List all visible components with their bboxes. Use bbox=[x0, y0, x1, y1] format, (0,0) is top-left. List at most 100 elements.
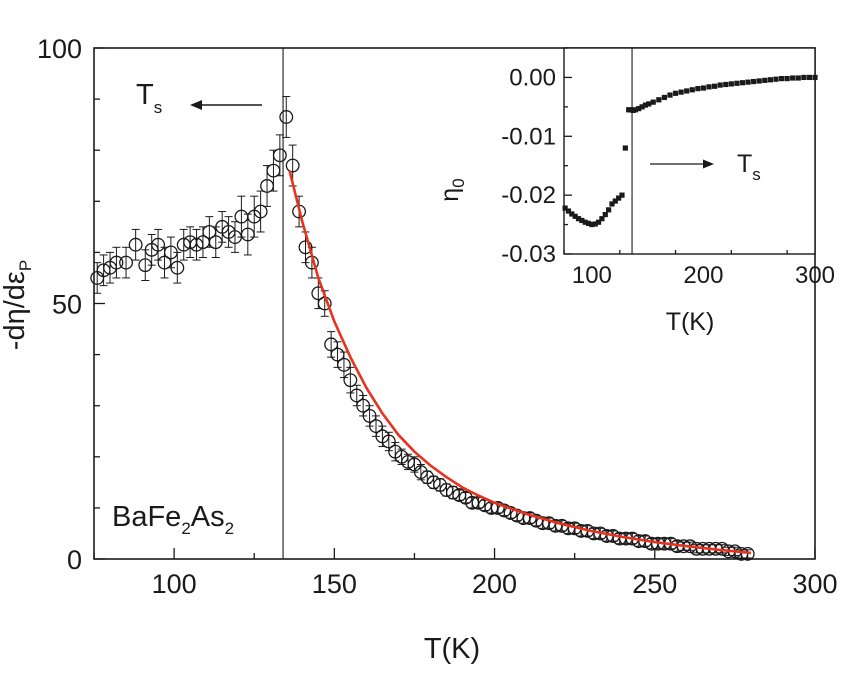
compound-part-4: 2 bbox=[225, 519, 234, 538]
inset-data-point bbox=[812, 74, 818, 81]
main-x-axis-title: T(K) bbox=[424, 633, 480, 665]
inset-data-point bbox=[667, 92, 673, 98]
main-y-tick-label: 50 bbox=[52, 290, 82, 320]
inset-y-axis-title-sub: 0 bbox=[449, 178, 468, 187]
main-y-axis-title: -dη/dεP bbox=[0, 260, 35, 350]
inset-data-point bbox=[706, 84, 712, 90]
inset-data-point bbox=[656, 97, 662, 103]
main-x-tick-label: 200 bbox=[472, 569, 517, 599]
inset-data-point bbox=[642, 102, 649, 108]
inset-data-point bbox=[801, 74, 807, 81]
main-data-point bbox=[740, 546, 755, 561]
inset-data-point bbox=[728, 81, 734, 87]
main-axes: 100 150 200 250 300 0 50 100 bbox=[37, 34, 838, 599]
inset-data-point bbox=[762, 77, 768, 83]
main-data-layer bbox=[90, 48, 755, 561]
inset-data-point bbox=[589, 221, 595, 228]
inset-data-point bbox=[723, 81, 729, 88]
main-y-tick-label: 100 bbox=[37, 34, 82, 64]
compound-part-3: As bbox=[191, 501, 225, 533]
inset-data-point bbox=[795, 75, 801, 81]
inset-data-point bbox=[579, 217, 585, 224]
inset-data-point bbox=[767, 77, 773, 83]
main-data-point bbox=[279, 110, 294, 124]
inset-data-point bbox=[672, 90, 679, 96]
main-x-tick-label: 100 bbox=[152, 569, 197, 599]
inset-data-point bbox=[712, 83, 718, 89]
inset-data-point bbox=[806, 74, 813, 81]
main-data-point bbox=[336, 357, 351, 372]
inset-data-point bbox=[572, 213, 578, 219]
main-data-point bbox=[285, 158, 300, 173]
inset-data-point bbox=[599, 216, 605, 222]
inset-x-axis-title: T(K) bbox=[666, 308, 715, 336]
inset-data-point bbox=[602, 211, 608, 218]
inset-data-layer bbox=[562, 48, 818, 254]
inset-data-point bbox=[562, 205, 568, 211]
inset-y-tick-label: -0.02 bbox=[501, 182, 556, 209]
inset-data-point bbox=[582, 219, 588, 225]
inset-data-point bbox=[616, 195, 622, 201]
inset-data-point bbox=[585, 220, 592, 226]
main-x-tick-label: 250 bbox=[632, 569, 677, 599]
inset-data-point bbox=[773, 76, 779, 82]
inset-y-axis-title-main: η bbox=[436, 188, 464, 202]
main-x-tick-label: 300 bbox=[792, 569, 837, 599]
inset-y-tick-label: 0.00 bbox=[509, 64, 556, 91]
inset-data-point bbox=[622, 145, 628, 151]
inset-data-point bbox=[569, 211, 575, 217]
main-transition-arrow bbox=[190, 100, 262, 110]
main-data-point bbox=[109, 255, 124, 270]
main-data-point bbox=[253, 204, 268, 219]
inset-data-point bbox=[790, 75, 796, 81]
inset-data-point bbox=[565, 208, 572, 214]
inset-data-point bbox=[575, 216, 582, 222]
main-fit-line bbox=[288, 170, 752, 555]
inset-data-point bbox=[606, 207, 612, 213]
main-y-axis-title-main: -dη/dε bbox=[0, 271, 31, 350]
inset-data-point bbox=[734, 80, 740, 86]
main-data-point bbox=[170, 260, 185, 275]
inset-data-point bbox=[661, 94, 667, 101]
inset-data-point bbox=[632, 107, 638, 113]
inset-y-tick-label: -0.01 bbox=[501, 123, 556, 150]
main-data-point bbox=[272, 148, 287, 163]
inset-data-point bbox=[751, 78, 757, 85]
inset-y-tick-label: -0.03 bbox=[501, 241, 556, 268]
inset-transition-label-main: T bbox=[737, 150, 752, 178]
inset-background bbox=[564, 48, 815, 254]
inset-data-point bbox=[646, 101, 652, 107]
inset-x-tick-label: 300 bbox=[795, 262, 835, 289]
inset-transition-label-sub: s bbox=[752, 165, 761, 184]
inset-data-point bbox=[700, 85, 707, 91]
inset-y-axis-title: η0 bbox=[436, 178, 468, 201]
compound-part-1: BaFe bbox=[112, 501, 181, 533]
inset-plot-frame bbox=[563, 47, 816, 255]
inset-data-point bbox=[745, 79, 751, 85]
inset-x-tick-label: 100 bbox=[572, 262, 612, 289]
inset-data-point bbox=[756, 78, 762, 84]
main-data-point bbox=[128, 237, 143, 252]
compound-label: BaFe2As2 bbox=[112, 501, 234, 538]
main-transition-label-sub: s bbox=[154, 98, 163, 117]
inset-x-tick-label: 200 bbox=[683, 262, 723, 289]
main-data-point bbox=[119, 255, 133, 270]
main-transition-label: Ts bbox=[136, 79, 162, 117]
inset-data-point bbox=[695, 86, 701, 92]
inset-chart: 100 200 300 -0.03 -0.02 -0.01 0.00 T(K) η0 Ts bbox=[436, 47, 835, 336]
inset-data-point bbox=[784, 76, 790, 82]
inset-data-point bbox=[778, 76, 785, 82]
inset-data-point bbox=[612, 198, 618, 204]
inset-axes: 100 200 300 -0.03 -0.02 -0.01 0.00 bbox=[501, 47, 835, 289]
main-data-point bbox=[343, 373, 358, 388]
inset-data-point bbox=[650, 99, 656, 105]
inset-data-point bbox=[619, 192, 625, 198]
main-x-tick-label: 150 bbox=[312, 569, 357, 599]
main-y-tick-label: 0 bbox=[67, 545, 82, 575]
main-data-point bbox=[381, 434, 396, 449]
inset-data-point bbox=[739, 80, 746, 86]
inset-transition-label: Ts bbox=[737, 150, 761, 184]
inset-data-point bbox=[636, 106, 642, 112]
main-data-point bbox=[151, 237, 166, 252]
inset-data-point bbox=[609, 201, 615, 207]
